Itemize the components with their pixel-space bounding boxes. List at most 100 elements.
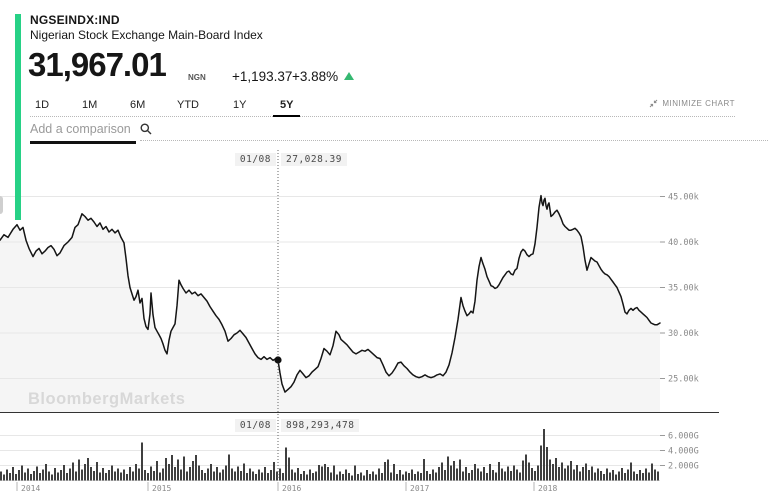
tab-5y[interactable]: 5Y — [272, 99, 302, 117]
volume-bar — [255, 473, 257, 481]
volume-bar — [636, 473, 638, 481]
volume-bar — [333, 465, 335, 481]
volume-bar — [411, 469, 413, 481]
volume-axis-label: 4.000G — [668, 447, 699, 457]
volume-bar — [429, 473, 431, 481]
volume-bar — [606, 468, 608, 481]
volume-bar — [405, 471, 407, 481]
volume-bar — [123, 469, 125, 481]
volume-bar — [459, 459, 461, 481]
volume-bar — [354, 465, 356, 481]
volume-bar — [102, 467, 104, 481]
tab-6m[interactable]: 6M — [130, 99, 146, 111]
volume-bar — [624, 473, 626, 481]
volume-bar — [303, 470, 305, 481]
volume-bar — [408, 473, 410, 481]
volume-bar — [45, 464, 47, 481]
price-line — [0, 194, 661, 393]
search-icon — [140, 123, 152, 135]
volume-bar — [393, 464, 395, 481]
volume-bar — [516, 469, 518, 481]
volume-bar — [42, 469, 44, 481]
volume-bar — [150, 466, 152, 481]
volume-bar — [213, 471, 215, 481]
volume-bar — [378, 468, 380, 481]
volume-bar — [438, 467, 440, 481]
volume-bar — [141, 442, 143, 481]
volume-bar — [390, 472, 392, 481]
x-axis-label: 2016 — [282, 484, 301, 493]
volume-bar — [57, 472, 59, 481]
volume-bar — [306, 474, 308, 481]
volume-axis-label: 6.000G — [668, 432, 699, 442]
comparison-input[interactable]: Add a comparison — [30, 122, 152, 136]
volume-bar — [12, 467, 14, 481]
volume-bar — [246, 473, 248, 481]
volume-bar — [120, 472, 122, 481]
volume-bar — [447, 456, 449, 481]
volume-bar — [138, 468, 140, 481]
volume-bar — [285, 447, 287, 481]
volume-bar — [165, 458, 167, 481]
volume-bar — [96, 461, 98, 481]
volume-bar — [126, 473, 128, 481]
volume-bar — [27, 468, 29, 481]
price-change-percent: +3.88% — [292, 69, 339, 84]
minimize-chart-button[interactable]: MINIMIZE CHART — [649, 99, 735, 108]
volume-bar — [642, 473, 644, 481]
volume-bar — [162, 468, 164, 481]
volume-bar — [63, 464, 65, 481]
volume-bar — [210, 464, 212, 481]
tab-1m[interactable]: 1M — [82, 99, 98, 111]
comparison-placeholder: Add a comparison — [30, 122, 131, 136]
tabs-divider — [30, 116, 735, 117]
volume-bar — [585, 463, 587, 481]
volume-bar — [192, 461, 194, 481]
volume-bar — [492, 470, 494, 481]
volume-bar — [414, 473, 416, 481]
volume-bar — [381, 473, 383, 481]
volume-bar — [60, 470, 62, 481]
volume-bar — [243, 463, 245, 481]
volume-tooltip-value: 898,293,478 — [281, 419, 360, 432]
volume-bar — [315, 471, 317, 481]
volume-bar — [444, 470, 446, 481]
volume-bar — [324, 464, 326, 481]
volume-bar — [48, 471, 50, 481]
volume-bar — [189, 467, 191, 481]
volume-bar — [291, 469, 293, 481]
volume-bar — [432, 469, 434, 481]
tab-1y[interactable]: 1Y — [233, 99, 247, 111]
volume-bar — [423, 458, 425, 481]
volume-bar — [300, 473, 302, 481]
volume-bar — [132, 471, 134, 481]
volume-bar — [504, 471, 506, 481]
volume-bar — [282, 473, 284, 481]
volume-bar — [648, 472, 650, 481]
volume-bar — [495, 472, 497, 481]
volume-bar — [384, 461, 386, 481]
tab-1d[interactable]: 1D — [35, 99, 50, 111]
volume-bar — [618, 471, 620, 481]
volume-bar — [66, 473, 68, 481]
volume-bar — [270, 470, 272, 481]
volume-bar — [168, 464, 170, 481]
volume-bar — [321, 466, 323, 481]
volume-bar — [129, 467, 131, 481]
volume-bar — [462, 471, 464, 481]
tab-ytd[interactable]: YTD — [177, 99, 199, 111]
volume-bar — [519, 472, 521, 481]
volume-bar — [309, 469, 311, 481]
volume-bar — [588, 470, 590, 481]
volume-bar — [573, 469, 575, 481]
volume-bar — [375, 474, 377, 481]
volume-bar — [261, 472, 263, 481]
volume-bar — [477, 468, 479, 481]
volume-bar — [15, 473, 17, 481]
volume-bar — [117, 468, 119, 481]
volume-bar — [453, 461, 455, 481]
volume-bar — [498, 461, 500, 481]
x-axis-label: 2018 — [538, 484, 557, 493]
volume-bar — [420, 473, 422, 481]
